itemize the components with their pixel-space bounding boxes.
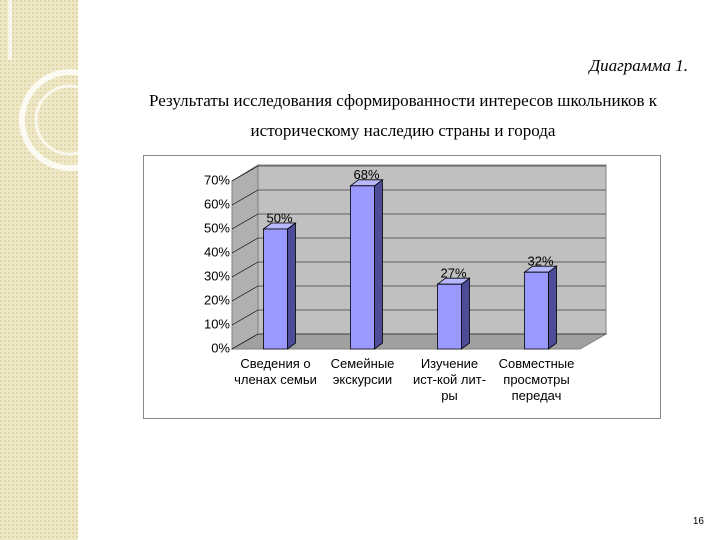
value-label: 27%: [440, 266, 466, 281]
bar-front: [524, 271, 549, 350]
page-number: 16: [692, 516, 704, 527]
grid-line-side: [231, 237, 259, 254]
grid-line-side: [231, 213, 259, 230]
y-tick-label: 50%: [204, 220, 230, 235]
grid-line-side: [231, 261, 259, 278]
slide-title: Диаграмма 1.: [589, 56, 688, 75]
y-tick-label: 0%: [211, 340, 230, 355]
bar: [349, 179, 384, 350]
bar-side: [374, 179, 383, 350]
x-tick-label: Изучение ист-кой лит-ры: [412, 356, 487, 403]
grid-line-side: [231, 165, 259, 182]
grid-line-side: [231, 189, 259, 206]
decoration: [0, 0, 80, 540]
value-label: 50%: [266, 210, 292, 225]
y-tick-label: 10%: [204, 316, 230, 331]
bar: [523, 265, 558, 350]
bar-side: [461, 277, 470, 350]
bar-side: [548, 265, 557, 350]
grid-line-side: [231, 333, 259, 350]
bar: [436, 277, 471, 350]
chart-frame: [143, 155, 661, 419]
chart-subtitle: Результаты исследования сформированности…: [148, 91, 658, 140]
x-tick-label: Совместные просмотры передач: [498, 356, 575, 403]
bar-side: [287, 222, 296, 350]
grid-line-side: [231, 309, 259, 326]
y-tick-label: 70%: [204, 172, 230, 187]
value-label: 68%: [353, 167, 379, 182]
bar-front: [350, 185, 375, 350]
value-label: 32%: [527, 254, 553, 269]
x-tick-label: Семейные экскурсии: [330, 356, 395, 387]
side-wall: [231, 164, 259, 350]
grid-line-side: [231, 285, 259, 302]
y-tick-label: 20%: [204, 292, 230, 307]
y-tick-label: 30%: [204, 268, 230, 283]
bar-front: [437, 283, 462, 350]
x-tick-label: Сведения о членах семьи: [234, 356, 317, 387]
y-tick-label: 40%: [204, 244, 230, 259]
y-tick-label: 60%: [204, 196, 230, 211]
bar: [262, 222, 297, 350]
bar-front: [263, 228, 288, 350]
